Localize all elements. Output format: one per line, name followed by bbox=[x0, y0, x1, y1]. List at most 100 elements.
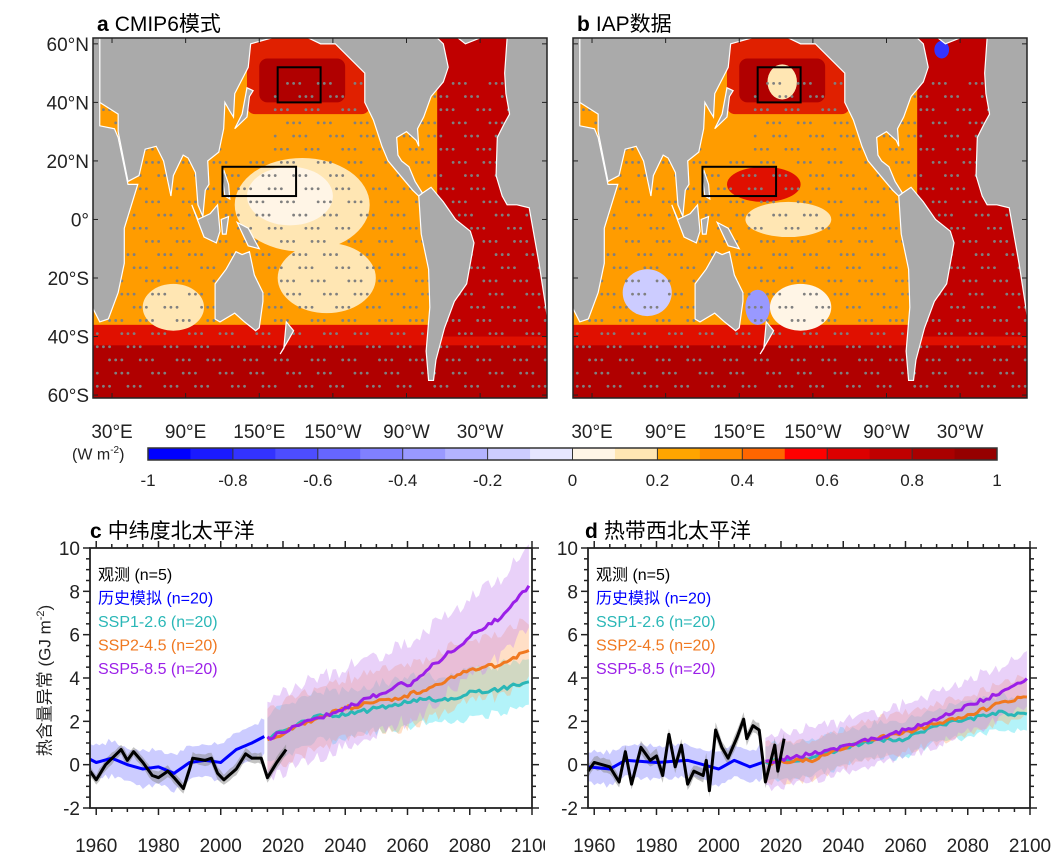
stipple-dot bbox=[624, 319, 628, 322]
stipple-dot bbox=[882, 226, 886, 230]
stipple-dot bbox=[476, 226, 480, 230]
stipple-dot bbox=[618, 266, 622, 270]
stipple-dot bbox=[894, 319, 898, 322]
stipple-dot bbox=[310, 345, 314, 349]
stipple-dot bbox=[279, 108, 283, 112]
lon-tick-label: 150°W bbox=[784, 422, 841, 443]
stipple-dot bbox=[494, 253, 498, 256]
stipple-dot bbox=[864, 371, 868, 375]
stipple-dot bbox=[95, 371, 99, 375]
stipple-dot bbox=[809, 200, 812, 204]
stipple-dot bbox=[371, 187, 375, 191]
stipple-dot bbox=[470, 305, 473, 309]
stipple-dot bbox=[378, 187, 381, 191]
stipple-dot bbox=[956, 358, 960, 362]
stipple-dot bbox=[433, 384, 437, 388]
stipple-dot bbox=[802, 319, 806, 322]
stipple-dot bbox=[766, 108, 769, 112]
stipple-dot bbox=[286, 200, 289, 204]
stipple-dot bbox=[384, 319, 388, 322]
stipple-dot bbox=[723, 345, 726, 349]
stipple-dot bbox=[181, 358, 185, 362]
stipple-dot bbox=[661, 240, 665, 243]
stipple-dot bbox=[126, 371, 130, 375]
stipple-dot bbox=[95, 384, 99, 388]
unit-text: (W m bbox=[72, 446, 111, 464]
stipple-dot bbox=[433, 134, 437, 138]
stipple-dot bbox=[950, 266, 953, 270]
stipple-dot bbox=[267, 384, 271, 388]
stipple-dot bbox=[359, 240, 363, 243]
stipple-dot bbox=[187, 319, 191, 322]
stipple-dot bbox=[445, 358, 449, 362]
lon-tick-label: 150°E bbox=[233, 422, 285, 443]
stipple-dot bbox=[925, 384, 929, 388]
stipple-dot bbox=[261, 200, 265, 204]
stipple-dot bbox=[151, 371, 154, 375]
stipple-dot bbox=[674, 332, 677, 336]
stipple-dot bbox=[999, 226, 1003, 230]
stipple-dot bbox=[778, 332, 782, 336]
stipple-dot bbox=[692, 319, 696, 322]
stipple-dot bbox=[980, 213, 984, 217]
stipple-dot bbox=[790, 305, 794, 309]
stipple-dot bbox=[637, 213, 641, 217]
stipple-dot bbox=[790, 108, 794, 112]
stipple-dot bbox=[347, 200, 351, 204]
stipple-dot bbox=[439, 187, 443, 191]
map-frame bbox=[572, 37, 1028, 399]
stipple-dot bbox=[218, 240, 222, 243]
stipple-dot bbox=[686, 266, 690, 270]
stipple-dot bbox=[500, 266, 504, 270]
stipple-dot bbox=[858, 345, 861, 349]
stipple-dot bbox=[310, 95, 314, 98]
stipple-dot bbox=[292, 240, 296, 243]
stipple-dot bbox=[876, 213, 880, 217]
stipple-dot bbox=[488, 200, 492, 204]
stipple-dot bbox=[286, 319, 289, 322]
stipple-dot bbox=[667, 279, 671, 283]
stipple-dot bbox=[359, 292, 363, 296]
stipple-dot bbox=[476, 108, 480, 112]
stipple-dot bbox=[845, 384, 849, 388]
stipple-dot bbox=[353, 332, 357, 336]
stipple-dot bbox=[402, 213, 406, 217]
stipple-dot bbox=[747, 292, 751, 296]
stipple-dot bbox=[353, 358, 357, 362]
stipple-dot bbox=[802, 358, 806, 362]
stipple-dot bbox=[778, 213, 782, 217]
colorbar-swatch bbox=[148, 448, 191, 460]
stipple-dot bbox=[815, 384, 818, 388]
stipple-dot bbox=[230, 253, 234, 256]
stipple-dot bbox=[163, 266, 167, 270]
stipple-dot bbox=[163, 292, 167, 296]
panel-letter: d bbox=[585, 520, 598, 543]
stipple-dot bbox=[341, 384, 345, 388]
stipple-dot bbox=[692, 200, 696, 204]
x-tick-label: 2100 bbox=[511, 836, 545, 857]
stipple-dot bbox=[753, 95, 757, 98]
colorbar-swatch bbox=[784, 448, 828, 460]
stipple-dot bbox=[845, 345, 849, 349]
stipple-dot bbox=[704, 253, 708, 256]
stipple-dot bbox=[962, 279, 966, 283]
stipple-dot bbox=[974, 134, 978, 138]
stipple-dot bbox=[464, 292, 467, 296]
stipple-dot bbox=[631, 332, 634, 336]
stipple-dot bbox=[144, 358, 148, 362]
stipple-dot bbox=[962, 240, 966, 243]
stipple-dot bbox=[986, 305, 990, 309]
stipple-dot bbox=[741, 253, 745, 256]
stipple-dot bbox=[778, 305, 782, 309]
stipple-dot bbox=[931, 121, 935, 125]
stipple-dot bbox=[870, 292, 874, 296]
stipple-dot bbox=[876, 200, 880, 204]
stipple-dot bbox=[114, 358, 118, 362]
stipple-dot bbox=[735, 200, 739, 204]
stipple-dot bbox=[304, 384, 308, 388]
stipple-dot bbox=[482, 200, 486, 204]
stipple-dot bbox=[187, 240, 191, 243]
land bbox=[93, 38, 139, 323]
stipple-dot bbox=[937, 160, 941, 164]
